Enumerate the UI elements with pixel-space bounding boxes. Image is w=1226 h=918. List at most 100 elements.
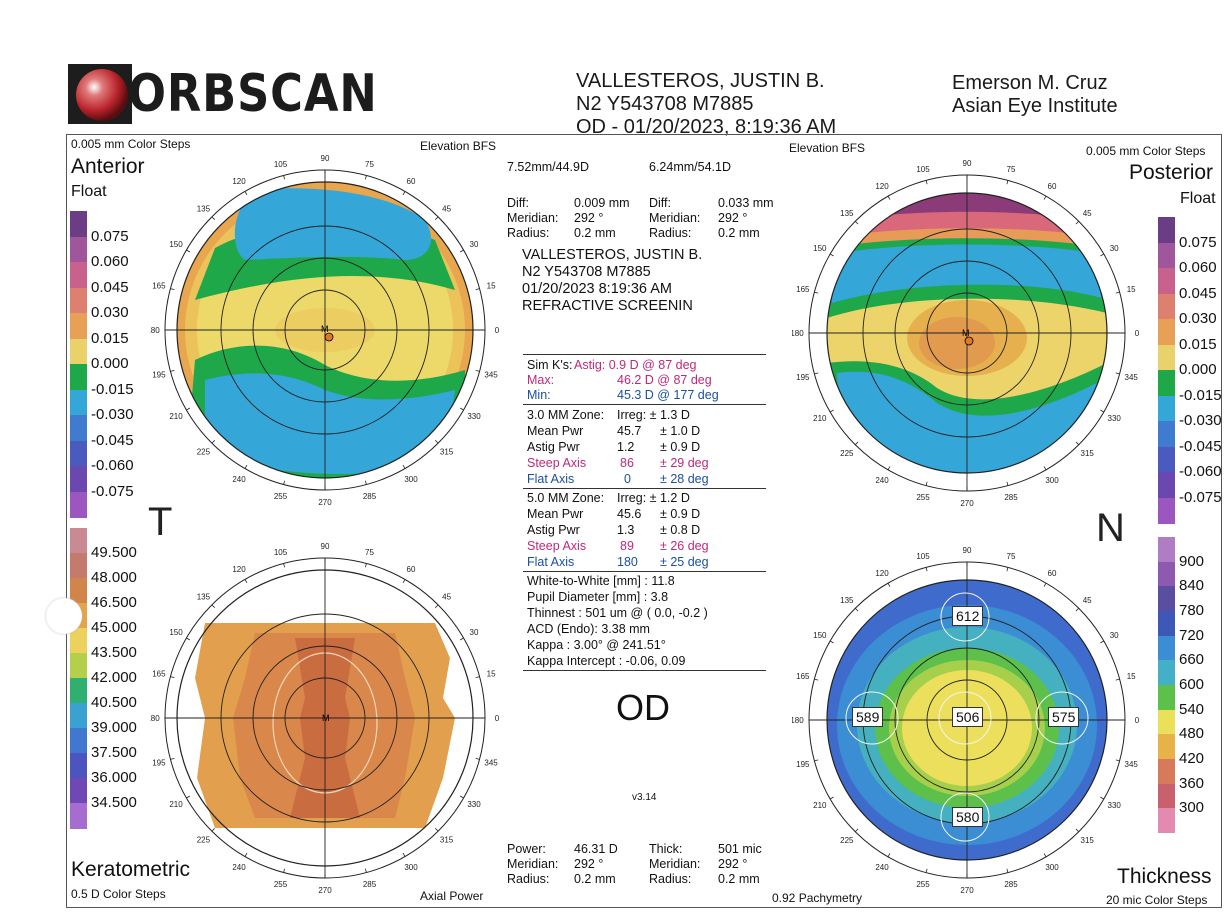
anterior-type: Elevation BFS — [420, 139, 497, 153]
axis-tick — [435, 828, 439, 832]
axis-tick — [814, 759, 819, 762]
radius-posterior: 0.2 mm — [718, 226, 760, 240]
svg-text:M: M — [962, 328, 970, 338]
meridian-label-right: Meridian: — [649, 211, 701, 225]
axis-tick — [365, 175, 367, 180]
axis-angle-label: 60 — [1048, 182, 1057, 191]
scale-tick-label: 0.030 — [1179, 310, 1217, 327]
axis-tick — [925, 567, 928, 572]
axis-angle-label: 255 — [916, 493, 930, 502]
scale-tick-label: -0.060 — [91, 457, 134, 474]
power-value: 46.31 D — [574, 842, 618, 856]
axis-tick — [211, 604, 215, 608]
zone3-irreg: Irreg: ± 1.3 D — [617, 408, 690, 422]
scale-swatch — [1158, 537, 1175, 563]
axis-angle-label: 90 — [321, 154, 330, 163]
axis-angle-label: 75 — [365, 548, 374, 557]
axis-tick — [244, 464, 248, 469]
power-label: Power: — [507, 842, 546, 856]
meridian-posterior: 292 ° — [718, 211, 748, 225]
scale-swatch — [1158, 561, 1175, 587]
scale-tick-label: 0.045 — [91, 278, 129, 296]
scale-swatch — [70, 528, 87, 554]
axis-angle-label: 30 — [470, 628, 479, 637]
header-patient-name: VALLESTEROS, JUSTIN B. — [576, 70, 825, 92]
scale-tick-label: 0.030 — [91, 304, 129, 321]
axis-tick — [186, 795, 191, 799]
diff-anterior: 0.009 mm — [574, 196, 630, 210]
pupil-diameter: Pupil Diameter [mm] : 3.8 — [527, 590, 669, 604]
zone5-mean-label: Mean Pwr — [527, 507, 584, 521]
zone5-astig: 1.3 — [617, 523, 635, 537]
scale-tick-label: 0.060 — [91, 253, 129, 270]
zone3-flat-label: Flat Axis — [527, 472, 575, 486]
axis-tick — [855, 221, 859, 225]
report-frame — [66, 134, 1222, 908]
axis-angle-label: 240 — [232, 863, 246, 872]
scale-tick-label: 480 — [1179, 725, 1205, 743]
axis-tick — [1075, 441, 1079, 445]
axis-tick — [1043, 582, 1047, 587]
axis-angle-label: 330 — [1108, 801, 1122, 810]
scale-swatch — [70, 211, 87, 237]
zone5-flat-label: Flat Axis — [527, 555, 575, 569]
axis-angle-label: 315 — [1081, 836, 1095, 845]
axis-tick — [1100, 253, 1105, 257]
thick-radius-label: Radius: — [649, 872, 692, 886]
power-meridian: 292 ° — [574, 857, 604, 871]
anterior-elevation-map: 9075604530150345330315300285270255240225… — [150, 154, 500, 507]
axis-angle-label: 165 — [796, 285, 810, 294]
axis-tick — [186, 637, 191, 641]
scale-tick-label: -0.060 — [1179, 463, 1222, 480]
divider — [523, 670, 766, 671]
keratometric-title: Keratometric — [71, 858, 191, 881]
scale-swatch — [1158, 586, 1175, 612]
scale-tick-label: 780 — [1179, 602, 1205, 619]
axis-tick — [814, 291, 819, 294]
axis-angle-label: 345 — [1125, 373, 1139, 382]
scale-swatch — [1158, 635, 1175, 661]
scale-swatch — [70, 678, 87, 704]
scale-swatch — [1158, 759, 1175, 785]
axis-angle-label: 165 — [152, 282, 166, 291]
zone3-title: 3.0 MM Zone: — [527, 408, 605, 422]
axis-angle-label: 15 — [487, 282, 496, 291]
scale-tick-label: 37.500 — [91, 744, 137, 761]
axis-angle-label: 75 — [1007, 165, 1016, 174]
zone5-steep: 89 — [620, 539, 634, 553]
scale-swatch — [1158, 808, 1175, 834]
axis-angle-label: 30 — [470, 240, 479, 249]
scale-tick-label: -0.075 — [1179, 488, 1222, 506]
axis-tick — [925, 180, 928, 185]
axis-angle-label: 210 — [169, 800, 183, 809]
scale-tick-label: 720 — [1179, 626, 1205, 644]
axis-angle-label: 225 — [197, 448, 211, 457]
keratometric-steps: 0.5 D Color Steps — [71, 887, 166, 901]
posterior-elevation-map: 9075604530150345330315300285270255240225… — [792, 159, 1140, 508]
scale-tick-label: 660 — [1179, 651, 1205, 669]
posterior-title: Posterior — [1129, 161, 1214, 184]
axis-angle-label: 120 — [875, 569, 889, 578]
axis-angle-label: 345 — [484, 371, 498, 380]
axis-angle-label: 180 — [792, 716, 804, 725]
scale-tick-label: -0.045 — [1179, 437, 1222, 455]
scale-tick-label: 40.500 — [91, 694, 137, 711]
scale-swatch — [70, 578, 87, 604]
axis-tick — [459, 249, 464, 253]
scale-tick-label: 420 — [1179, 750, 1205, 767]
axis-angle-label: 270 — [960, 886, 974, 895]
scale-swatch — [1158, 319, 1175, 345]
axis-tick — [1115, 372, 1120, 375]
axis-angle-label: 45 — [1083, 209, 1092, 218]
axis-tick — [1006, 180, 1009, 185]
axis-tick — [459, 795, 464, 799]
axis-tick — [887, 582, 891, 587]
axis-angle-label: 180 — [150, 326, 160, 335]
axis-tick — [186, 407, 191, 411]
meridian-label: Meridian: — [507, 211, 559, 225]
axis-tick — [459, 407, 464, 411]
axis-tick — [211, 216, 215, 220]
scale-tick-label: 45.000 — [91, 619, 137, 636]
axis-angle-label: 90 — [321, 542, 330, 551]
scale-swatch — [70, 364, 87, 390]
